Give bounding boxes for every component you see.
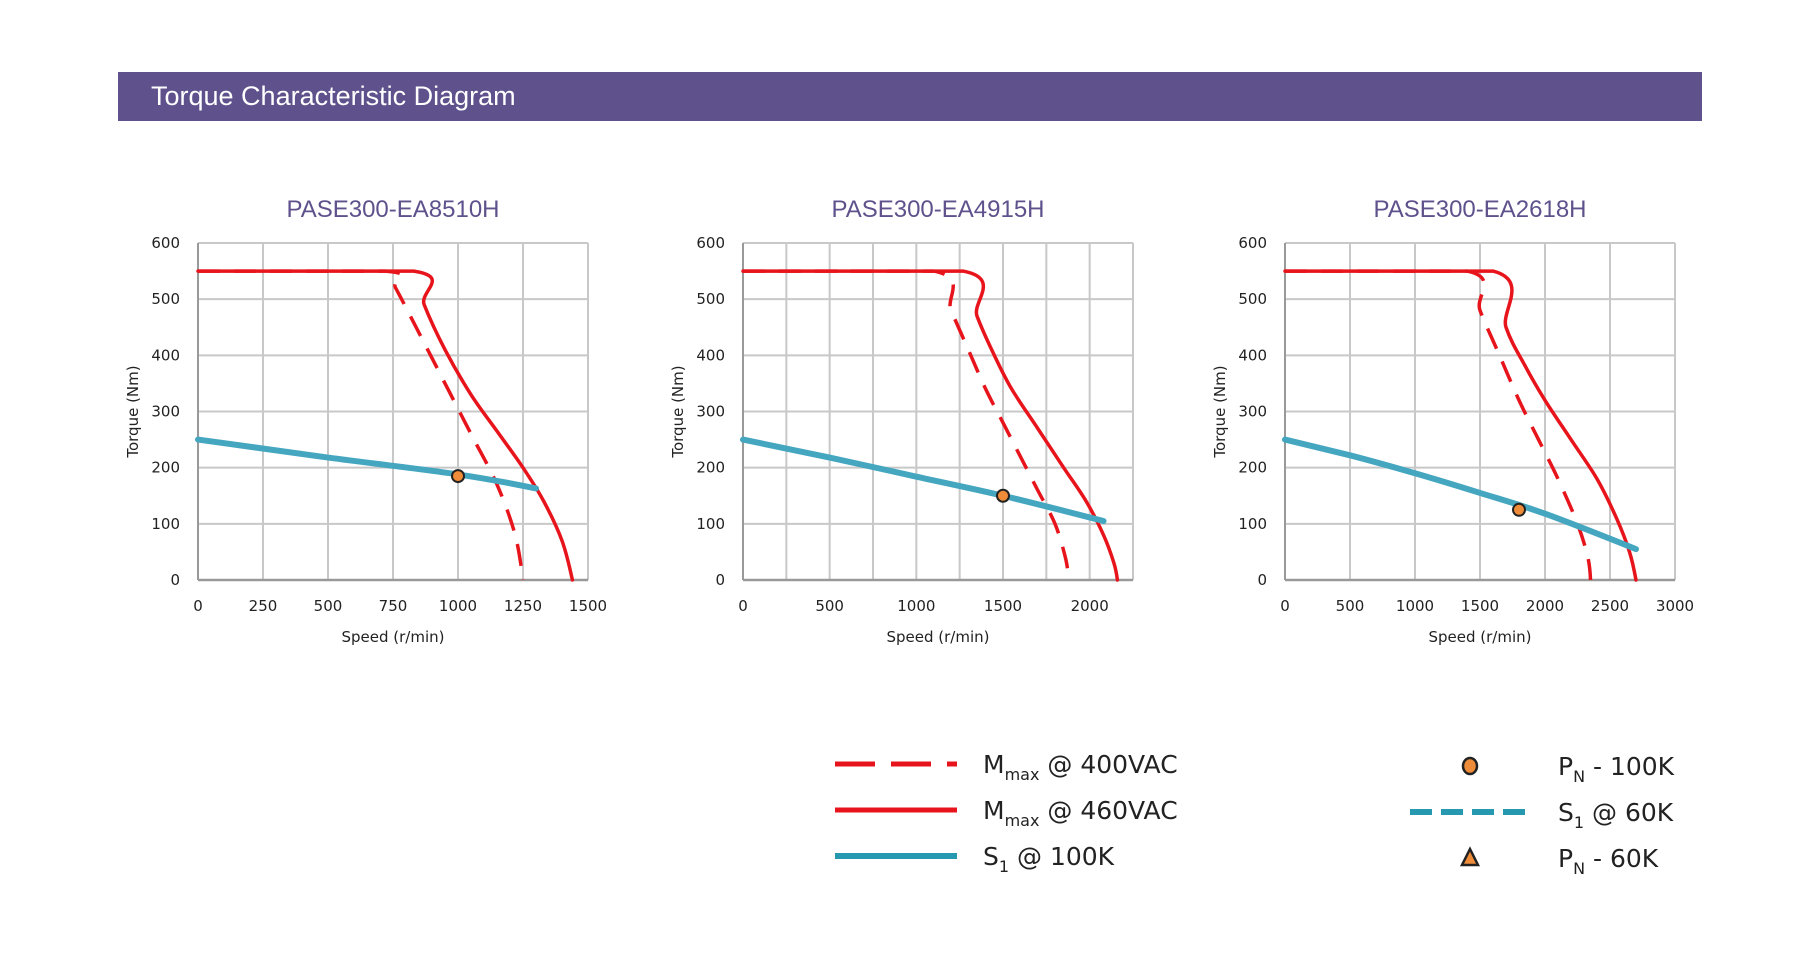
y-tick-label: 600 xyxy=(151,234,180,252)
legend-label-main: M xyxy=(983,750,1005,779)
legend-marker-circle-icon xyxy=(1461,756,1479,776)
rated-point-marker xyxy=(1512,502,1526,517)
x-tick-label: 250 xyxy=(249,597,278,615)
legend-label-main: S xyxy=(1558,798,1574,827)
torque-chart-2: PASE300-EA4915H 0 500 1000 1500 2000 0 100 200 30… xyxy=(669,196,1134,646)
x-tick-label: 1000 xyxy=(439,597,477,615)
legend-label: S1 @ 60K xyxy=(1558,798,1674,832)
series-line-mmax-400vac xyxy=(197,269,525,581)
legend-label-rest: @ 100K xyxy=(1009,842,1115,871)
chart-title: PASE300-EA2618H xyxy=(1373,196,1586,223)
y-tick-label: 100 xyxy=(1238,515,1267,533)
series-line-mmax-460vac xyxy=(1283,269,1638,582)
x-tick-label: 2000 xyxy=(1071,597,1109,615)
legend-item: PN - 100K xyxy=(1461,752,1675,786)
x-tick-label: 1000 xyxy=(897,597,935,615)
legend-label-main: P xyxy=(1558,752,1573,781)
x-tick-label: 3000 xyxy=(1656,597,1694,615)
legend-item: Mmax @ 460VAC xyxy=(835,796,1178,830)
legend-label-main: M xyxy=(983,796,1005,825)
y-tick-label: 200 xyxy=(151,459,180,477)
series-line-s1-100k xyxy=(740,436,1107,525)
series-line-mmax-400vac xyxy=(742,269,1071,581)
legend-label-main: P xyxy=(1558,844,1573,873)
legend-label-subscript: N xyxy=(1573,859,1585,878)
y-tick-label: 300 xyxy=(1238,403,1267,421)
legend-label: PN - 60K xyxy=(1558,844,1659,878)
series-line-mmax-460vac xyxy=(196,269,575,582)
y-tick-label: 0 xyxy=(170,571,180,589)
chart-title: PASE300-EA8510H xyxy=(286,196,499,223)
legend-label: Mmax @ 460VAC xyxy=(983,796,1178,830)
header-banner: Torque Characteristic Diagram xyxy=(118,72,1702,121)
y-tick-label: 400 xyxy=(151,346,180,364)
legend-label-rest: - 60K xyxy=(1585,844,1659,873)
x-tick-label: 750 xyxy=(379,597,408,615)
torque-chart-1: PASE300-EA8510H 0 250 500 750 1000 1250 1500 0 10… xyxy=(124,196,607,646)
y-tick-label: 400 xyxy=(696,346,725,364)
legend-label-subscript: N xyxy=(1573,767,1585,786)
x-axis-label: Speed (r/min) xyxy=(1428,628,1531,646)
legend-label-rest: @ 400VAC xyxy=(1039,750,1177,779)
legend-item: PN - 60K xyxy=(1459,844,1659,878)
y-tick-label: 500 xyxy=(696,290,725,308)
torque-chart-3: PASE300-EA2618H 0 500 1000 1500 2000 2500 3000 0… xyxy=(1211,196,1694,646)
series-line-mmax-460vac xyxy=(741,269,1120,582)
x-tick-label: 1250 xyxy=(504,597,542,615)
y-tick-label: 300 xyxy=(151,403,180,421)
x-tick-label: 1500 xyxy=(569,597,607,615)
legend-label-main: S xyxy=(983,842,999,871)
y-tick-label: 0 xyxy=(715,571,725,589)
x-tick-label: 500 xyxy=(1336,597,1365,615)
rated-point-marker xyxy=(996,488,1010,503)
legend-label-subscript: max xyxy=(1005,811,1040,830)
legend-label-rest: - 100K xyxy=(1585,752,1675,781)
legend-item: S1 @ 100K xyxy=(835,842,1115,876)
page-title: Torque Characteristic Diagram xyxy=(151,81,516,111)
legend-item: S1 @ 60K xyxy=(1410,798,1674,832)
y-tick-label: 600 xyxy=(696,234,725,252)
x-tick-label: 1000 xyxy=(1396,597,1434,615)
x-tick-label: 2500 xyxy=(1591,597,1629,615)
x-tick-label: 500 xyxy=(815,597,844,615)
x-tick-label: 1500 xyxy=(1461,597,1499,615)
x-axis-label: Speed (r/min) xyxy=(886,628,989,646)
y-tick-label: 200 xyxy=(1238,459,1267,477)
legend-label-rest: @ 460VAC xyxy=(1039,796,1177,825)
x-tick-label: 2000 xyxy=(1526,597,1564,615)
y-tick-label: 200 xyxy=(696,459,725,477)
legend-marker-triangle-icon xyxy=(1459,846,1481,867)
legend-label: S1 @ 100K xyxy=(983,842,1115,876)
x-tick-label: 0 xyxy=(1280,597,1290,615)
legend-label: PN - 100K xyxy=(1558,752,1675,786)
y-axis-label: Torque (Nm) xyxy=(1211,365,1229,458)
y-tick-label: 100 xyxy=(151,515,180,533)
y-tick-label: 300 xyxy=(696,403,725,421)
series-line-s1-100k xyxy=(195,436,539,492)
y-tick-label: 0 xyxy=(1257,571,1267,589)
rated-point-marker xyxy=(451,469,465,484)
y-tick-label: 600 xyxy=(1238,234,1267,252)
y-tick-label: 500 xyxy=(151,290,180,308)
y-tick-label: 400 xyxy=(1238,346,1267,364)
y-axis-label: Torque (Nm) xyxy=(124,365,142,458)
legend-label-subscript: 1 xyxy=(1574,813,1584,832)
legend-label-subscript: 1 xyxy=(999,857,1009,876)
x-tick-label: 0 xyxy=(738,597,748,615)
x-tick-label: 0 xyxy=(193,597,203,615)
y-tick-label: 100 xyxy=(696,515,725,533)
legend-label-subscript: max xyxy=(1005,765,1040,784)
legend-label-rest: @ 60K xyxy=(1584,798,1674,827)
y-tick-label: 500 xyxy=(1238,290,1267,308)
x-axis-label: Speed (r/min) xyxy=(341,628,444,646)
x-tick-label: 500 xyxy=(314,597,343,615)
series-line-s1-100k xyxy=(1282,436,1639,553)
y-axis-label: Torque (Nm) xyxy=(669,365,687,458)
chart-title: PASE300-EA4915H xyxy=(831,196,1044,223)
legend-item: Mmax @ 400VAC xyxy=(835,750,1178,784)
legend-label: Mmax @ 400VAC xyxy=(983,750,1178,784)
x-tick-label: 1500 xyxy=(984,597,1022,615)
